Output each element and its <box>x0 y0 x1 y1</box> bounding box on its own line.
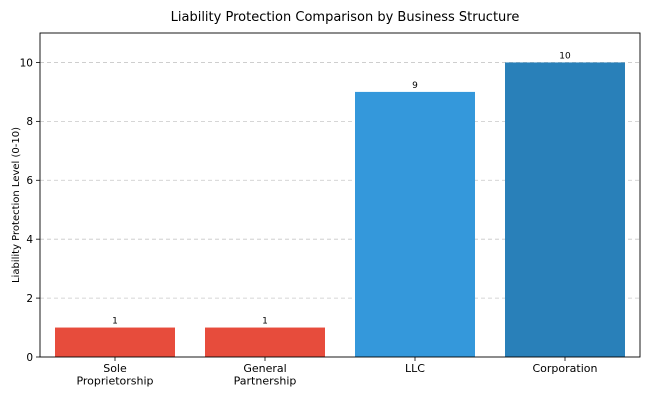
y-tick-label-4: 8 <box>26 116 33 128</box>
y-tick-label-3: 6 <box>26 175 33 187</box>
x-axis-ticks: Sole Proprietorship General Partnership LLC C… <box>76 357 598 388</box>
bars <box>55 62 625 358</box>
x-tick-label-2: LLC <box>405 362 425 375</box>
chart-title: Liability Protection Comparison by Busin… <box>171 10 520 25</box>
bar-0 <box>55 327 175 357</box>
bar-2 <box>355 91 475 357</box>
x-tick-label-3: Corporation <box>533 362 598 375</box>
y-axis-label: Liability Protection Level (0-10) <box>11 127 22 283</box>
y-axis-ticks: 0 2 4 6 8 10 <box>20 57 40 364</box>
data-labels: 1 1 9 10 <box>112 51 571 326</box>
y-tick-label-1: 2 <box>26 293 33 305</box>
x-tick-label-1: General Partnership <box>234 362 297 388</box>
data-label-1: 1 <box>262 317 268 327</box>
y-tick-label-0: 0 <box>26 352 33 364</box>
y-tick-label-5: 10 <box>20 57 33 69</box>
bar-1 <box>205 327 325 357</box>
plot-frame <box>39 32 641 358</box>
bar-3 <box>505 62 625 358</box>
data-label-3: 10 <box>559 51 571 61</box>
data-label-0: 1 <box>112 317 118 327</box>
y-tick-label-2: 4 <box>26 234 33 246</box>
data-label-2: 9 <box>412 81 418 91</box>
x-tick-label-0: Sole Proprietorship <box>76 362 153 388</box>
